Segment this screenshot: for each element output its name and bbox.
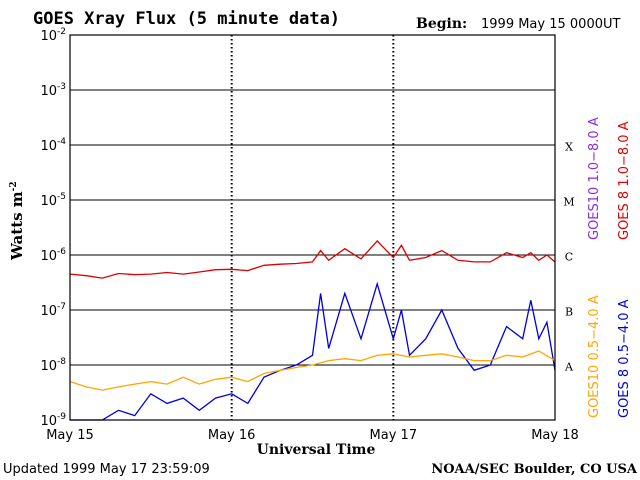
y-axis-label: Watts m-2 [8, 181, 26, 261]
y-tick-label: 10-8 [40, 357, 66, 374]
x-tick-label: May 17 [370, 428, 418, 443]
y-tick-label: 10-2 [40, 27, 66, 44]
flare-class-label: X [565, 141, 573, 154]
series-line [69, 350, 556, 391]
x-tick-label: May 18 [531, 428, 579, 443]
y-tick-label: 10-7 [40, 302, 66, 319]
y-tick-label: 10-6 [40, 247, 66, 264]
flare-class-label: C [565, 251, 573, 264]
flare-class-label: B [565, 306, 573, 319]
flare-class-layer: X M C B A [563, 141, 574, 374]
y-tick-label: 10-4 [40, 137, 66, 154]
series-line [70, 281, 556, 421]
flare-class-label: M [563, 196, 574, 209]
series-line [69, 240, 556, 279]
chart-title: GOES Xray Flux (5 minute data) [33, 9, 340, 29]
y-tick-label: 10-5 [40, 192, 66, 209]
legend-entry: GOES10 0.5−4.0 A [587, 295, 602, 418]
grid-layer [70, 35, 555, 420]
legend-entry: GOES 8 1.0−8.0 A [617, 121, 632, 240]
footer-updated: Updated 1999 May 17 23:59:09 [3, 462, 210, 477]
x-tick-layer: May 15 May 16 May 17 May 18 [46, 428, 579, 443]
y-tick-label: 10-9 [40, 412, 66, 429]
plot-frame [69, 34, 556, 421]
flare-class-label: A [564, 361, 574, 374]
y-tick-label: 10-3 [40, 82, 66, 99]
x-tick-label: May 15 [46, 428, 94, 443]
legend-entry: GOES 8 0.5−4.0 A [617, 299, 632, 418]
legend-entry: GOES10 1.0−8.0 A [587, 117, 602, 240]
begin-value: 1999 May 15 0000UT [481, 17, 620, 32]
begin-label: Begin: [416, 16, 467, 32]
x-axis-label: Universal Time [257, 442, 376, 458]
series-layer [69, 240, 556, 421]
legend: GOES10 1.0−8.0 A GOES 8 1.0−8.0 A GOES10 0… [587, 117, 632, 418]
x-tick-label: May 16 [208, 428, 256, 443]
footer-source: NOAA/SEC Boulder, CO USA [431, 462, 638, 477]
y-tick-layer: 10-2 10-3 10-4 10-5 10-6 10-7 10-8 10-9 [40, 27, 76, 429]
